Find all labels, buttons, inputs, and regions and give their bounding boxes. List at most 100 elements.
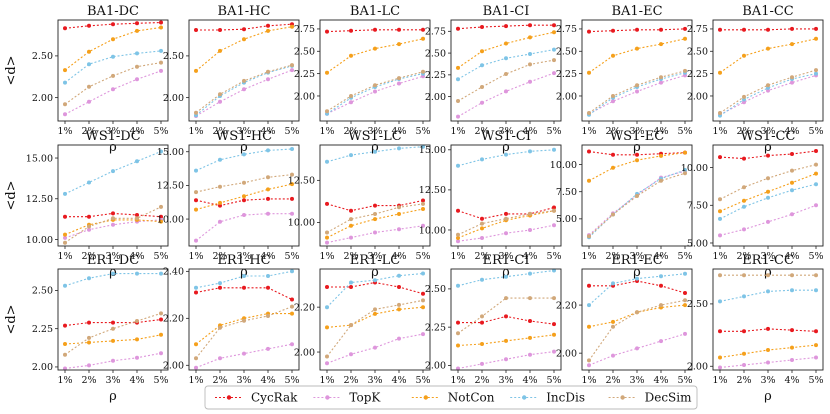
data-point-cycrak: [111, 211, 115, 216]
data-point-decsim: [63, 240, 67, 245]
data-point-cycrak: [635, 152, 639, 157]
data-point-incdis: [456, 163, 460, 168]
data-point-topk: [611, 99, 615, 104]
data-point-decsim: [159, 311, 163, 316]
panel-frame: [188, 144, 300, 247]
data-point-incdis: [552, 47, 556, 52]
x-tick-label: 1%: [319, 126, 334, 137]
x-tick-label: 5%: [808, 375, 823, 386]
data-point-decsim: [635, 194, 639, 198]
data-point-cycrak: [63, 214, 67, 219]
data-point-incdis: [456, 77, 460, 82]
data-point-notcon: [373, 217, 377, 222]
data-point-incdis: [814, 182, 818, 187]
y-tick-label: 10.00: [288, 218, 315, 229]
x-tick-label: 1%: [319, 251, 334, 262]
data-point-topk: [218, 99, 222, 104]
panel-title: WS1-HC: [216, 129, 272, 144]
data-point-notcon: [683, 303, 687, 308]
data-point-decsim: [742, 185, 746, 190]
data-point-decsim: [349, 323, 353, 328]
data-point-notcon: [290, 182, 294, 187]
data-point-cycrak: [635, 27, 639, 32]
panel-frame: [319, 268, 431, 371]
x-tick-label: 3%: [236, 126, 251, 137]
data-point-decsim: [480, 221, 484, 226]
data-point-notcon: [766, 189, 770, 194]
panel-frame: [319, 144, 431, 247]
data-point-cycrak: [611, 152, 615, 157]
data-point-topk: [325, 361, 329, 366]
y-tick-label: 2.25: [425, 70, 446, 81]
data-point-incdis: [504, 274, 508, 279]
data-point-cycrak: [87, 23, 91, 28]
data-point-cycrak: [194, 28, 198, 32]
data-point-cycrak: [790, 152, 794, 156]
data-point-notcon: [480, 342, 484, 346]
x-tick-label: 2%: [212, 251, 227, 262]
data-point-topk: [242, 213, 246, 217]
data-point-decsim: [611, 94, 615, 98]
legend-label-topk: TopK: [349, 391, 381, 405]
data-point-topk: [790, 212, 794, 217]
data-point-decsim: [814, 68, 818, 73]
data-point-decsim: [290, 304, 294, 309]
panel-ba1-cc: BA1-CC 2.00 2.25 2.50 2.75 1% 2% 3% 4% 5%: [687, 4, 824, 137]
data-point-notcon: [325, 235, 329, 240]
data-point-cycrak: [456, 208, 460, 213]
data-point-topk: [63, 112, 67, 117]
x-tick-label: 2%: [81, 251, 96, 262]
legend-frame: [204, 385, 698, 410]
data-point-notcon: [349, 53, 353, 58]
data-point-topk: [242, 351, 246, 356]
data-point-decsim: [552, 208, 556, 213]
x-tick-label: 5%: [284, 126, 299, 137]
x-axis-label-row-1-col-2: ρ: [240, 140, 248, 155]
data-point-topk: [349, 352, 353, 357]
panel-er1-lc: ER1-LC 2.00 2.20 1% 2% 3% 4% 5%: [294, 253, 431, 386]
data-point-incdis: [135, 271, 139, 276]
data-point-topk: [504, 89, 508, 94]
data-point-cycrak: [552, 205, 556, 210]
data-point-cycrak: [504, 24, 508, 29]
legend-marker-cycrak: [226, 395, 232, 400]
data-point-decsim: [456, 232, 460, 237]
data-point-notcon: [683, 36, 687, 41]
y-tick-label: 2.00: [32, 362, 53, 373]
data-point-incdis: [814, 288, 818, 293]
data-point-topk: [159, 68, 163, 73]
data-point-topk: [135, 355, 139, 360]
data-point-decsim: [421, 201, 425, 206]
data-point-decsim: [373, 212, 377, 216]
data-point-cycrak: [266, 23, 270, 28]
data-point-topk: [194, 238, 198, 243]
data-point-notcon: [111, 37, 115, 42]
data-point-decsim: [325, 230, 329, 235]
data-point-incdis: [718, 216, 722, 221]
y-tick-label: 2.20: [163, 314, 184, 325]
data-point-cycrak: [480, 320, 484, 325]
data-point-decsim: [814, 162, 818, 167]
data-point-cycrak: [790, 328, 794, 333]
data-point-incdis: [194, 168, 198, 173]
y-tick-label: 10.00: [26, 235, 53, 246]
data-point-notcon: [480, 226, 484, 231]
y-tick-label: 5.00: [687, 238, 708, 249]
data-point-incdis: [790, 188, 794, 193]
x-tick-label: 4%: [784, 126, 799, 137]
data-point-notcon: [742, 351, 746, 356]
data-point-notcon: [659, 42, 663, 47]
series-line-decsim: [64, 62, 162, 105]
data-point-notcon: [814, 171, 818, 176]
data-point-incdis: [552, 147, 556, 152]
data-point-decsim: [480, 314, 484, 319]
data-point-cycrak: [480, 25, 484, 29]
panel-frame: [712, 144, 824, 247]
y-tick-label: 2.00: [687, 91, 708, 102]
data-point-topk: [373, 89, 377, 94]
series-line-incdis: [195, 148, 293, 172]
x-tick-label: 1%: [450, 375, 465, 386]
y-tick-label: 2.00: [163, 93, 184, 104]
series-line-incdis: [64, 50, 162, 84]
data-point-decsim: [742, 94, 746, 99]
